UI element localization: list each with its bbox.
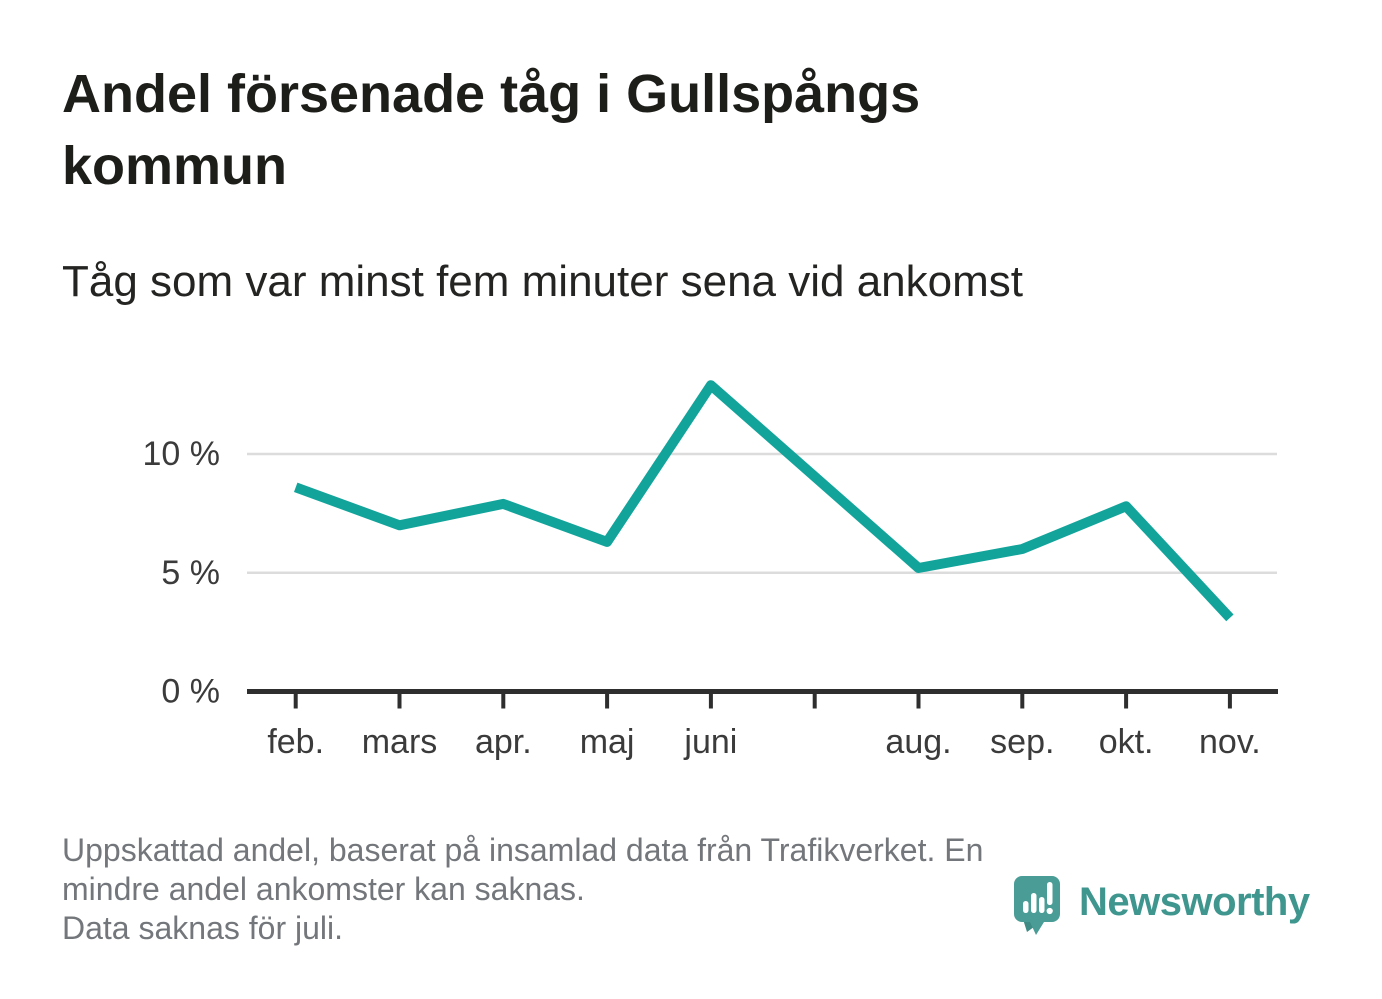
y-tick-label: 10 % <box>143 435 221 473</box>
brand-name: Newsworthy <box>1079 880 1310 924</box>
y-tick-label: 5 % <box>161 554 220 592</box>
x-tick-label: apr. <box>475 723 532 761</box>
x-tick-label: feb. <box>267 723 324 761</box>
missing-data-note: Data saknas för juli. <box>62 910 344 946</box>
data-line <box>293 380 1234 622</box>
x-tick-label: maj <box>580 723 635 761</box>
newsworthy-logo: Newsworthy <box>1012 874 1310 938</box>
x-tick-label: mars <box>362 723 438 761</box>
chart-title: Andel försenade tåg i Gullspångs kommun <box>62 64 921 196</box>
chart-subtitle: Tåg som var minst fem minuter sena vid a… <box>62 257 1023 306</box>
x-tick-label: juni <box>683 723 737 761</box>
source-note: Uppskattad andel, baserat på insamlad da… <box>62 832 984 907</box>
x-tick-label: aug. <box>885 723 951 761</box>
y-tick-label: 0 % <box>161 673 220 711</box>
newsworthy-speech-bubble-chart-icon <box>1014 876 1060 935</box>
x-tick-label: nov. <box>1199 723 1261 761</box>
x-tick-label: okt. <box>1099 723 1154 761</box>
footnotes: Uppskattad andel, baserat på insamlad da… <box>62 831 1062 948</box>
x-tick-label: sep. <box>990 723 1054 761</box>
